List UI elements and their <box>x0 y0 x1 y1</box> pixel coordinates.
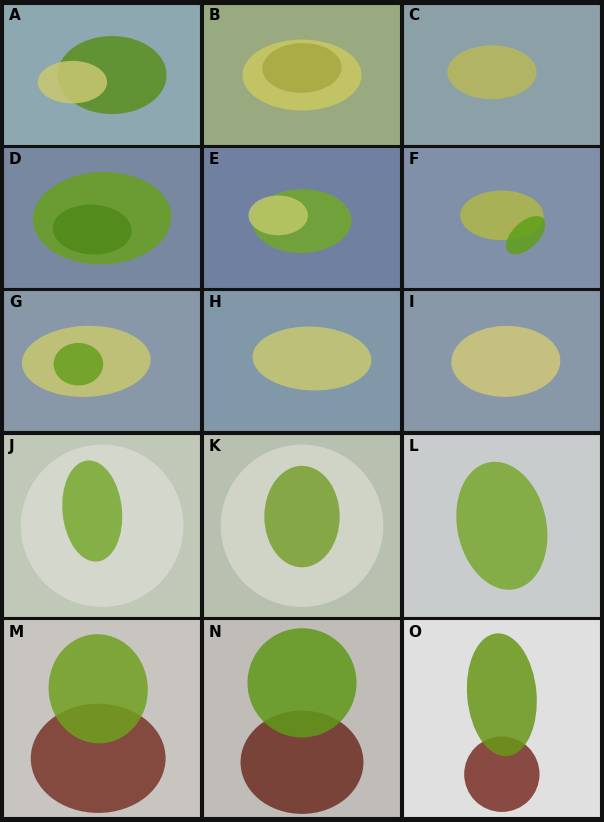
Text: A: A <box>9 8 21 23</box>
Ellipse shape <box>262 43 342 93</box>
Ellipse shape <box>21 445 184 607</box>
Ellipse shape <box>460 191 544 240</box>
Text: I: I <box>409 294 414 310</box>
Ellipse shape <box>54 343 103 386</box>
Ellipse shape <box>252 326 371 390</box>
Text: C: C <box>409 8 420 23</box>
Text: O: O <box>409 626 422 640</box>
Text: F: F <box>409 151 419 167</box>
Text: J: J <box>9 439 14 454</box>
Text: N: N <box>209 626 222 640</box>
Text: E: E <box>209 151 219 167</box>
Ellipse shape <box>451 326 561 397</box>
Ellipse shape <box>252 189 352 253</box>
Ellipse shape <box>467 633 537 756</box>
Ellipse shape <box>62 460 122 561</box>
Ellipse shape <box>248 196 308 235</box>
Text: K: K <box>209 439 220 454</box>
Ellipse shape <box>48 635 148 743</box>
Ellipse shape <box>265 466 339 567</box>
Text: G: G <box>9 294 22 310</box>
Text: D: D <box>9 151 22 167</box>
Text: B: B <box>209 8 220 23</box>
Text: H: H <box>209 294 222 310</box>
Ellipse shape <box>37 61 107 104</box>
Ellipse shape <box>53 205 132 255</box>
Ellipse shape <box>464 737 539 812</box>
Ellipse shape <box>248 628 356 737</box>
Ellipse shape <box>448 45 536 99</box>
Ellipse shape <box>243 39 361 110</box>
Ellipse shape <box>240 711 364 814</box>
Ellipse shape <box>506 216 545 254</box>
Ellipse shape <box>31 704 165 813</box>
Ellipse shape <box>220 445 384 607</box>
Ellipse shape <box>456 462 547 589</box>
Text: M: M <box>9 626 24 640</box>
Ellipse shape <box>33 172 172 265</box>
Text: L: L <box>409 439 419 454</box>
Ellipse shape <box>22 326 150 397</box>
Ellipse shape <box>57 36 167 114</box>
